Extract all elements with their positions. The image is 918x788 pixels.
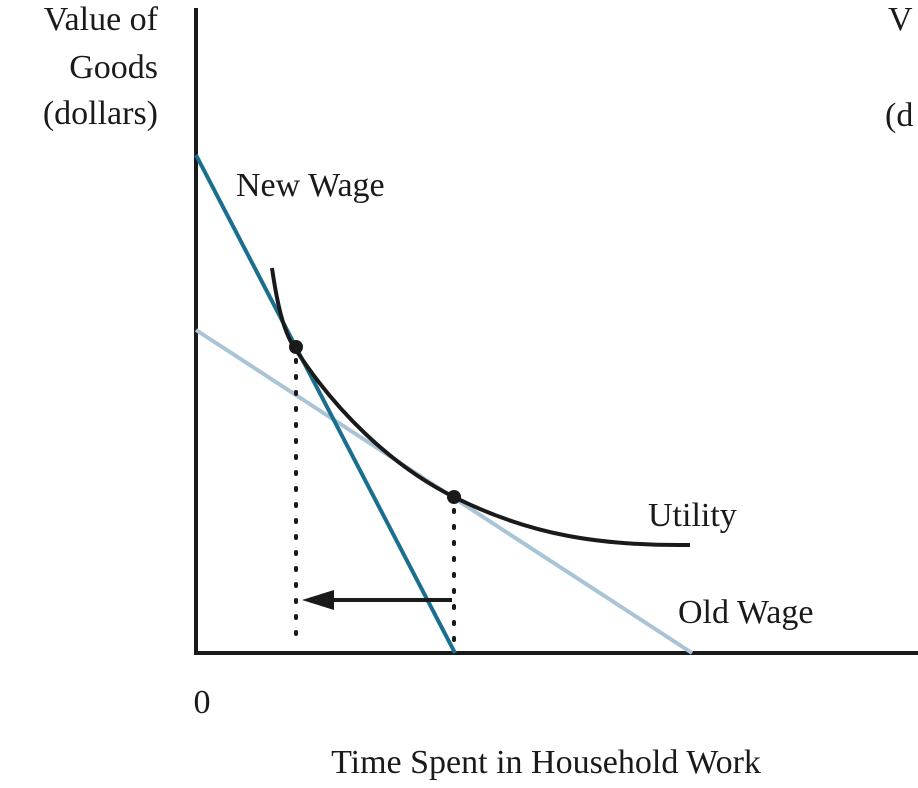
arrow-head xyxy=(302,590,334,610)
cropped-label: V xyxy=(888,1,913,38)
origin-label: 0 xyxy=(194,684,211,721)
curve-label: Old Wage xyxy=(678,594,813,631)
y-axis-label: (dollars) xyxy=(43,95,158,132)
tangent-point xyxy=(447,490,461,504)
cropped-label: (d xyxy=(885,97,913,134)
x-axis-label: Time Spent in Household Work xyxy=(331,744,761,781)
utility-curve xyxy=(270,267,691,548)
y-axis-label: Value of xyxy=(44,1,159,38)
new-wage-line xyxy=(194,154,457,654)
curve-label: Utility xyxy=(648,497,737,534)
curve-label: New Wage xyxy=(236,167,385,204)
tangent-point xyxy=(289,340,303,354)
y-axis-label: Goods xyxy=(69,49,158,86)
